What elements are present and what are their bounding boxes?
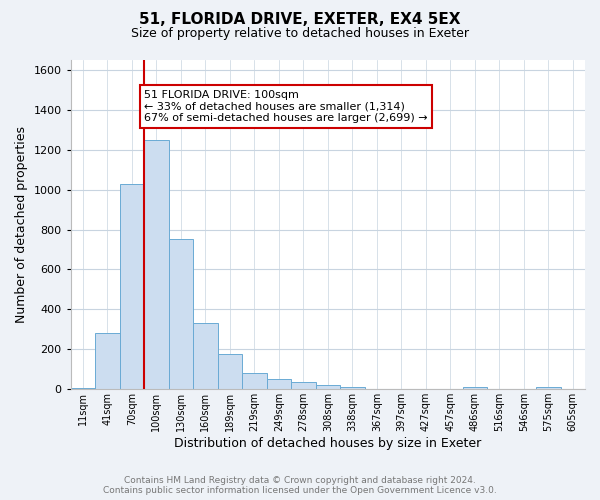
- Text: Size of property relative to detached houses in Exeter: Size of property relative to detached ho…: [131, 28, 469, 40]
- Bar: [119, 184, 144, 389]
- Bar: [71, 388, 95, 389]
- Bar: [316, 385, 340, 389]
- Bar: [169, 238, 193, 389]
- Bar: [242, 373, 266, 389]
- Bar: [340, 387, 365, 389]
- Bar: [95, 334, 119, 389]
- Text: 51, FLORIDA DRIVE, EXETER, EX4 5EX: 51, FLORIDA DRIVE, EXETER, EX4 5EX: [139, 12, 461, 28]
- Bar: [291, 382, 316, 389]
- Text: Contains HM Land Registry data © Crown copyright and database right 2024.
Contai: Contains HM Land Registry data © Crown c…: [103, 476, 497, 495]
- Bar: [536, 387, 560, 389]
- Text: 51 FLORIDA DRIVE: 100sqm
← 33% of detached houses are smaller (1,314)
67% of sem: 51 FLORIDA DRIVE: 100sqm ← 33% of detach…: [144, 90, 428, 123]
- X-axis label: Distribution of detached houses by size in Exeter: Distribution of detached houses by size …: [174, 437, 481, 450]
- Bar: [463, 387, 487, 389]
- Bar: [144, 140, 169, 389]
- Y-axis label: Number of detached properties: Number of detached properties: [15, 126, 28, 323]
- Bar: [218, 354, 242, 389]
- Bar: [193, 324, 218, 389]
- Bar: [266, 379, 291, 389]
